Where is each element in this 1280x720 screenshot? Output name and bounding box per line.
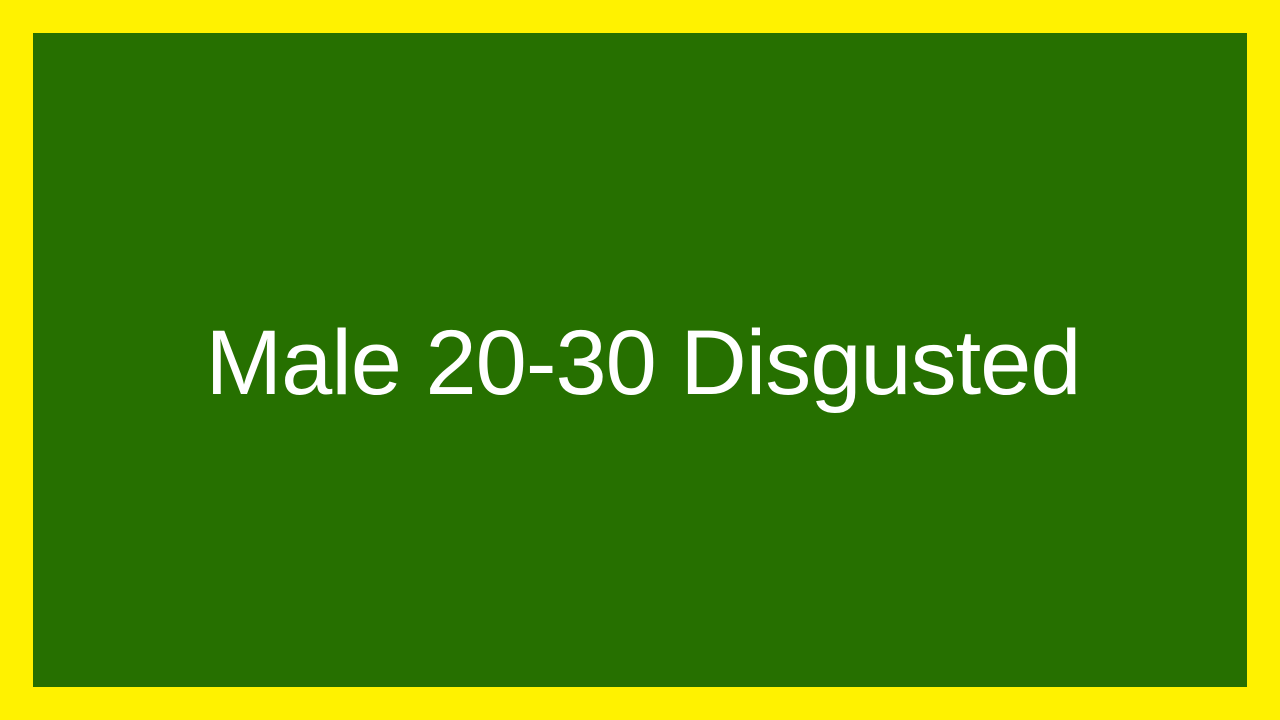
caption-text: Male 20-30 Disgusted: [205, 311, 1082, 414]
green-panel: Male 20-30 Disgusted: [33, 33, 1247, 687]
